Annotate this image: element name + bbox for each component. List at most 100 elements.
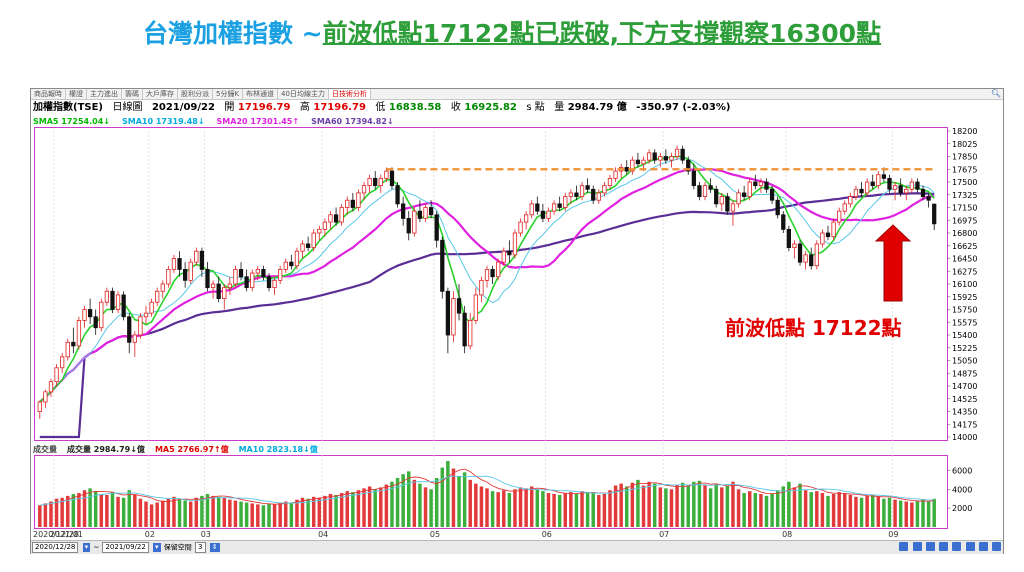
candle-body bbox=[395, 185, 400, 205]
candle-body bbox=[719, 196, 724, 205]
candle-body bbox=[205, 269, 210, 289]
tab-2[interactable]: 主力進出 bbox=[87, 89, 122, 99]
end-date-select[interactable]: 2021/09/22 bbox=[102, 542, 149, 553]
period-label: 日線圖 bbox=[112, 102, 143, 113]
volume-bar bbox=[228, 499, 232, 527]
candle-body bbox=[920, 188, 926, 197]
price-tick-label: 16625 bbox=[952, 242, 977, 251]
volume-bar bbox=[334, 494, 338, 527]
tab-5[interactable]: 股利分派 bbox=[178, 89, 213, 99]
volume-bar bbox=[250, 503, 254, 527]
price-tick-label: 15925 bbox=[952, 293, 977, 302]
volume-bar bbox=[177, 498, 182, 527]
candle-body bbox=[322, 221, 328, 230]
volume-bar bbox=[848, 494, 853, 527]
volume-bar bbox=[507, 493, 512, 527]
price-tick-label: 16450 bbox=[952, 255, 977, 264]
scroll-left-icon[interactable] bbox=[899, 542, 909, 551]
candle-body bbox=[451, 298, 456, 336]
candle-body bbox=[658, 156, 663, 161]
end-date-dropdown-icon[interactable]: ▾ bbox=[153, 543, 161, 552]
zoom-out-icon[interactable] bbox=[939, 542, 949, 551]
candle-body bbox=[428, 207, 434, 216]
candle-body bbox=[881, 174, 887, 179]
volume-bar bbox=[188, 501, 193, 527]
start-date-select[interactable]: 2020/12/28 bbox=[32, 542, 79, 553]
quote-header: 加權指數(TSE) 日線圖 2021/09/22 開 17196.79 高 17… bbox=[33, 101, 730, 114]
candle-body bbox=[473, 294, 478, 321]
zoom-icon[interactable]: 🔍︎ bbox=[990, 89, 1001, 98]
candle-body bbox=[244, 276, 249, 289]
candle-body bbox=[820, 232, 825, 245]
volume-value: 2984.79 億 bbox=[567, 102, 627, 113]
sma10-line bbox=[39, 157, 935, 403]
price-tick-label: 18200 bbox=[952, 127, 977, 136]
volume-bar bbox=[490, 491, 495, 527]
candle-body bbox=[417, 210, 423, 219]
crosshair-icon[interactable] bbox=[952, 542, 962, 551]
volume-bar bbox=[161, 500, 165, 527]
candle-body bbox=[305, 243, 311, 248]
volume-bar bbox=[54, 498, 59, 527]
volume-bar bbox=[127, 490, 131, 527]
candle-body bbox=[389, 170, 395, 187]
x-axis-label: 2021/01 bbox=[50, 530, 83, 539]
start-date-dropdown-icon[interactable]: ▾ bbox=[82, 543, 91, 552]
volume-bar bbox=[261, 505, 266, 527]
settings-icon[interactable] bbox=[965, 542, 975, 551]
volume-bar bbox=[395, 477, 400, 527]
volume-bar bbox=[876, 496, 881, 527]
volume-bar bbox=[38, 505, 42, 527]
candle-body bbox=[574, 192, 579, 197]
volume-bar bbox=[172, 496, 176, 527]
volume-bar bbox=[429, 489, 433, 527]
scroll-right-icon[interactable] bbox=[912, 542, 922, 551]
print-icon[interactable] bbox=[978, 542, 988, 551]
candle-body bbox=[814, 243, 819, 267]
candle-body bbox=[887, 177, 892, 190]
volume-bar bbox=[295, 499, 299, 527]
tab-0[interactable]: 商品報時 bbox=[31, 89, 66, 99]
candle-body bbox=[171, 258, 177, 270]
zoom-in-icon[interactable] bbox=[925, 542, 935, 551]
stepper-icon[interactable]: ⇕ bbox=[209, 543, 220, 552]
x-axis-label: 2020/12/28 bbox=[33, 530, 79, 539]
tab-9[interactable]: 日技術分析 bbox=[328, 89, 371, 99]
low-value: 16838.58 bbox=[388, 102, 442, 113]
price-tick-label: 17850 bbox=[952, 153, 977, 162]
tab-6[interactable]: 5分鐘K bbox=[213, 89, 244, 99]
candle-body bbox=[691, 170, 696, 187]
volume-bar bbox=[133, 494, 137, 527]
volume-bar bbox=[485, 488, 489, 527]
tab-7[interactable]: 布林通道 bbox=[243, 89, 279, 99]
candle-body bbox=[909, 181, 914, 190]
candle-body bbox=[43, 391, 48, 403]
volume-bar bbox=[837, 492, 841, 527]
volume-bar bbox=[345, 491, 349, 527]
volume-bar bbox=[815, 491, 819, 527]
volume-bar bbox=[311, 496, 316, 527]
volume-bar bbox=[105, 494, 109, 527]
volume-bar bbox=[49, 501, 53, 527]
volume-legend-item: 成交量 2984.79↓億 bbox=[67, 445, 145, 454]
tab-1[interactable]: 權證 bbox=[66, 89, 87, 99]
candle-body bbox=[199, 250, 205, 270]
candle-body bbox=[842, 203, 847, 212]
tab-4[interactable]: 大戶庫存 bbox=[143, 89, 178, 99]
volume-bar bbox=[144, 501, 148, 527]
help-icon[interactable] bbox=[992, 542, 1001, 551]
tab-8[interactable]: 40日均線主力 bbox=[278, 89, 329, 99]
volume-bar bbox=[585, 492, 590, 527]
volume-bar bbox=[317, 497, 322, 527]
keep-space-input[interactable]: 3 bbox=[195, 542, 206, 553]
candle-body bbox=[769, 188, 775, 201]
candle-body bbox=[71, 341, 76, 347]
volume-bar bbox=[121, 497, 126, 527]
candle-body bbox=[557, 203, 562, 208]
open-value: 17196.79 bbox=[237, 102, 291, 113]
candle-body bbox=[708, 185, 713, 190]
title-part2: 前波低點17122點已跌破,下方支撐觀察16300點 bbox=[322, 19, 882, 48]
volume-bar bbox=[613, 485, 618, 527]
volume-bar bbox=[256, 504, 260, 527]
tab-3[interactable]: 籌碼 bbox=[122, 89, 143, 99]
